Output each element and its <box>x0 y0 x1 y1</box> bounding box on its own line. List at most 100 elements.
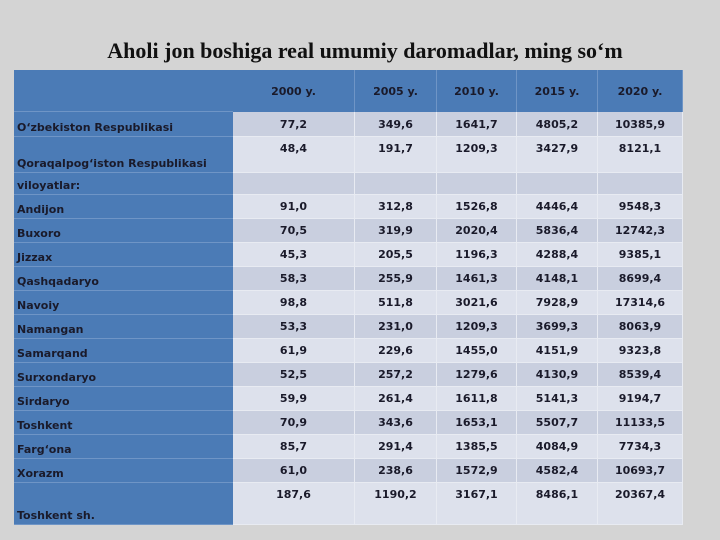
value-cell: 12742,3 <box>598 219 683 243</box>
row-label: Farg‘ona <box>14 435 233 459</box>
value-cell: 1279,6 <box>437 363 517 387</box>
value-cell: 255,9 <box>355 267 437 291</box>
value-cell: 1385,5 <box>437 435 517 459</box>
value-cell: 5507,7 <box>517 411 598 435</box>
value-cell: 61,0 <box>233 459 355 483</box>
value-cell: 205,5 <box>355 243 437 267</box>
value-cell <box>517 173 598 195</box>
value-cell: 229,6 <box>355 339 437 363</box>
value-cell: 231,0 <box>355 315 437 339</box>
value-cell: 511,8 <box>355 291 437 315</box>
value-cell: 85,7 <box>233 435 355 459</box>
row-label: O‘zbekiston Respublikasi <box>14 112 233 137</box>
column-header: 2010 y. <box>437 70 517 112</box>
column-header: 2015 y. <box>517 70 598 112</box>
value-cell: 257,2 <box>355 363 437 387</box>
column-header: 2020 y. <box>598 70 683 112</box>
value-cell: 1653,1 <box>437 411 517 435</box>
value-cell: 20367,4 <box>598 483 683 525</box>
value-cell: 61,9 <box>233 339 355 363</box>
row-label: Qashqadaryo <box>14 267 233 291</box>
value-cell: 1209,3 <box>437 315 517 339</box>
value-cell: 8486,1 <box>517 483 598 525</box>
value-cell: 4084,9 <box>517 435 598 459</box>
value-cell: 191,7 <box>355 137 437 173</box>
value-cell: 17314,6 <box>598 291 683 315</box>
value-cell: 52,5 <box>233 363 355 387</box>
row-label: Surxondaryo <box>14 363 233 387</box>
value-cell: 1611,8 <box>437 387 517 411</box>
value-cell: 4288,4 <box>517 243 598 267</box>
value-cell: 98,8 <box>233 291 355 315</box>
value-cell: 8121,1 <box>598 137 683 173</box>
value-cell: 58,3 <box>233 267 355 291</box>
value-cell: 1196,3 <box>437 243 517 267</box>
row-label: Qoraqalpog‘iston Respublikasi <box>14 137 233 173</box>
value-cell: 5141,3 <box>517 387 598 411</box>
value-cell: 1526,8 <box>437 195 517 219</box>
row-label: Sirdaryo <box>14 387 233 411</box>
value-cell: 9548,3 <box>598 195 683 219</box>
value-cell: 1190,2 <box>355 483 437 525</box>
value-cell: 3167,1 <box>437 483 517 525</box>
value-cell: 1455,0 <box>437 339 517 363</box>
value-cell: 343,6 <box>355 411 437 435</box>
value-cell: 9385,1 <box>598 243 683 267</box>
value-cell: 3427,9 <box>517 137 598 173</box>
value-cell: 7928,9 <box>517 291 598 315</box>
column-header: 2005 y. <box>355 70 437 112</box>
value-cell: 4805,2 <box>517 112 598 137</box>
value-cell: 8699,4 <box>598 267 683 291</box>
value-cell: 4130,9 <box>517 363 598 387</box>
row-label: Andijon <box>14 195 233 219</box>
value-cell: 9323,8 <box>598 339 683 363</box>
value-cell: 349,6 <box>355 112 437 137</box>
value-cell: 8063,9 <box>598 315 683 339</box>
value-cell: 77,2 <box>233 112 355 137</box>
value-cell: 7734,3 <box>598 435 683 459</box>
row-label: Xorazm <box>14 459 233 483</box>
value-cell: 291,4 <box>355 435 437 459</box>
row-label: Samarqand <box>14 339 233 363</box>
value-cell: 4582,4 <box>517 459 598 483</box>
value-cell: 3021,6 <box>437 291 517 315</box>
row-label: Toshkent <box>14 411 233 435</box>
value-cell: 3699,3 <box>517 315 598 339</box>
value-cell: 91,0 <box>233 195 355 219</box>
value-cell: 261,4 <box>355 387 437 411</box>
value-cell: 11133,5 <box>598 411 683 435</box>
value-cell: 10385,9 <box>598 112 683 137</box>
value-cell: 4148,1 <box>517 267 598 291</box>
value-cell: 312,8 <box>355 195 437 219</box>
value-cell: 1572,9 <box>437 459 517 483</box>
value-cell: 4446,4 <box>517 195 598 219</box>
value-cell: 1209,3 <box>437 137 517 173</box>
value-cell: 2020,4 <box>437 219 517 243</box>
title: Aholi jon boshiga real umumiy daromadlar… <box>107 38 623 63</box>
value-cell: 70,9 <box>233 411 355 435</box>
value-cell <box>437 173 517 195</box>
value-cell: 5836,4 <box>517 219 598 243</box>
value-cell <box>355 173 437 195</box>
value-cell: 10693,7 <box>598 459 683 483</box>
row-label: Jizzax <box>14 243 233 267</box>
row-label: viloyatlar: <box>14 173 233 195</box>
value-cell: 319,9 <box>355 219 437 243</box>
value-cell <box>598 173 683 195</box>
row-label: Toshkent sh. <box>14 483 233 525</box>
value-cell: 59,9 <box>233 387 355 411</box>
value-cell: 4151,9 <box>517 339 598 363</box>
column-header: 2000 y. <box>233 70 355 112</box>
value-cell: 9194,7 <box>598 387 683 411</box>
value-cell: 45,3 <box>233 243 355 267</box>
value-cell: 1461,3 <box>437 267 517 291</box>
value-cell: 1641,7 <box>437 112 517 137</box>
value-cell <box>233 173 355 195</box>
value-cell: 70,5 <box>233 219 355 243</box>
row-label: Navoiy <box>14 291 233 315</box>
row-label: Buxoro <box>14 219 233 243</box>
value-cell: 187,6 <box>233 483 355 525</box>
value-cell: 238,6 <box>355 459 437 483</box>
row-label: Namangan <box>14 315 233 339</box>
